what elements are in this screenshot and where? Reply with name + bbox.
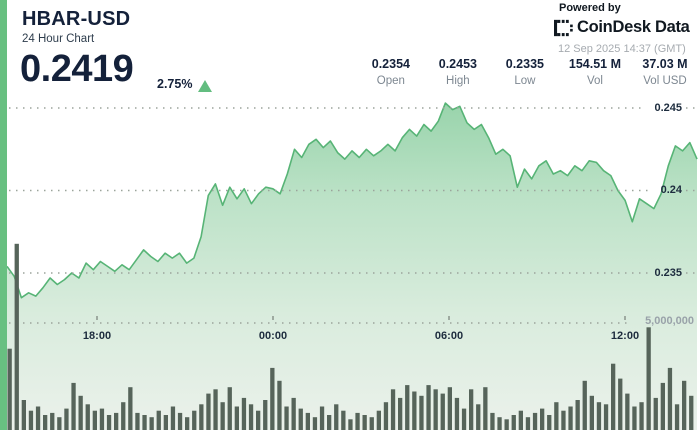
stat-high: 0.2453 High: [435, 57, 481, 87]
timestamp: 12 Sep 2025 14:37 (GMT): [558, 43, 686, 55]
stat-open-label: Open: [376, 75, 405, 87]
stat-vol: 154.51 M Vol: [569, 57, 621, 87]
price-change-percent: 2.75%: [157, 77, 193, 91]
x-axis-ticks: [96, 316, 626, 320]
stat-vol-usd: 37.03 M Vol USD: [642, 57, 688, 87]
symbol-title: HBAR-USD: [22, 8, 131, 30]
y-axis-label: 0.24: [660, 184, 682, 196]
price-area: [7, 103, 697, 430]
volume-bars: [7, 243, 694, 430]
stat-low: 0.2335 Low: [502, 57, 548, 87]
stat-vol-usd-label: Vol USD: [643, 75, 687, 87]
powered-by-label: Powered by: [559, 2, 621, 14]
y-axis-label: 0.235: [654, 266, 682, 279]
grid-lines: [9, 107, 699, 324]
current-price: 0.2419: [20, 48, 134, 90]
stats-row: 0.2354 Open 0.2453 High 0.2335 Low 154.5…: [368, 57, 688, 87]
x-axis-label: 18:00: [82, 330, 112, 342]
x-axis-label: 12:00: [610, 330, 640, 342]
x-axis-label: 06:00: [434, 330, 464, 342]
stat-open-value: 0.2354: [371, 57, 410, 71]
stat-vol-usd-value: 37.03 M: [642, 57, 688, 71]
volume-axis-label: 5,000,000: [645, 315, 694, 327]
stat-high-value: 0.2453: [438, 57, 477, 71]
trend-up-icon: [198, 80, 212, 92]
y-axis-label: 0.245: [654, 101, 682, 114]
x-axis-label: 00:00: [258, 330, 288, 342]
accent-stripe: [0, 0, 7, 430]
price-line: [6, 102, 698, 299]
stat-high-label: High: [446, 75, 470, 87]
stat-open: 0.2354 Open: [368, 57, 414, 87]
coindesk-logo-text: CoinDesk Data: [577, 18, 690, 36]
coindesk-logo-icon: [554, 19, 573, 36]
coindesk-logo: CoinDesk Data: [554, 18, 690, 37]
stat-low-value: 0.2335: [505, 57, 544, 71]
stat-vol-label: Vol: [586, 75, 603, 87]
chart-subtitle: 24 Hour Chart: [22, 33, 95, 45]
stat-low-label: Low: [514, 75, 536, 87]
stat-vol-value: 154.51 M: [568, 57, 621, 71]
